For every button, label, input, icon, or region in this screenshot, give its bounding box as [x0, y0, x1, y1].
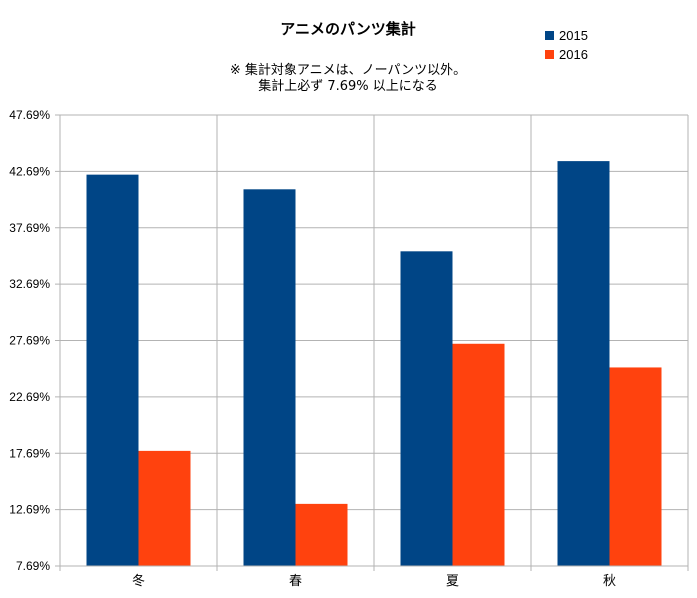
legend-label-2016: 2016	[559, 47, 588, 62]
x-tick-label: 夏	[446, 574, 459, 589]
y-tick-label: 17.69%	[9, 446, 50, 460]
x-tick-label: 秋	[603, 574, 616, 589]
chart-subtitle-line-2: 集計上必ず 7.69% 以上になる	[258, 78, 438, 94]
y-tick-label: 32.69%	[9, 277, 50, 291]
x-tick-label: 春	[289, 574, 302, 589]
x-tick-labels: 冬春夏秋	[132, 573, 616, 589]
bar-2016-0	[138, 450, 191, 566]
x-tick-label: 冬	[132, 573, 145, 589]
bar-2016-1	[295, 503, 348, 566]
bar-2015-0	[86, 174, 139, 566]
y-tick-label: 47.69%	[9, 108, 50, 122]
chart-title: アニメのパンツ集計	[280, 20, 415, 38]
legend: 2015 2016	[545, 28, 588, 62]
y-tick-labels: 7.69% 12.69% 17.69% 22.69% 27.69% 32.69% 37.69…	[9, 108, 50, 573]
y-tick-label: 37.69%	[9, 221, 50, 235]
y-tick-label: 42.69%	[9, 164, 50, 178]
legend-swatch-2015	[545, 31, 554, 40]
y-tick-label: 7.69%	[16, 559, 50, 573]
chart-subtitle-line-1: ※ 集計対象アニメは、ノーパンツ以外。	[230, 62, 466, 78]
bar-2015-3	[557, 161, 610, 566]
y-tick-label: 27.69%	[9, 334, 50, 348]
legend-label-2015: 2015	[559, 28, 588, 43]
legend-swatch-2016	[545, 50, 554, 59]
bar-2016-3	[609, 367, 662, 566]
bar-2016-2	[452, 343, 505, 566]
bar-2015-2	[400, 251, 453, 566]
y-tick-label: 12.69%	[9, 503, 50, 517]
bar-2015-1	[243, 189, 296, 566]
axes	[59, 115, 688, 567]
bars	[86, 161, 662, 566]
y-tick-label: 22.69%	[9, 390, 50, 404]
